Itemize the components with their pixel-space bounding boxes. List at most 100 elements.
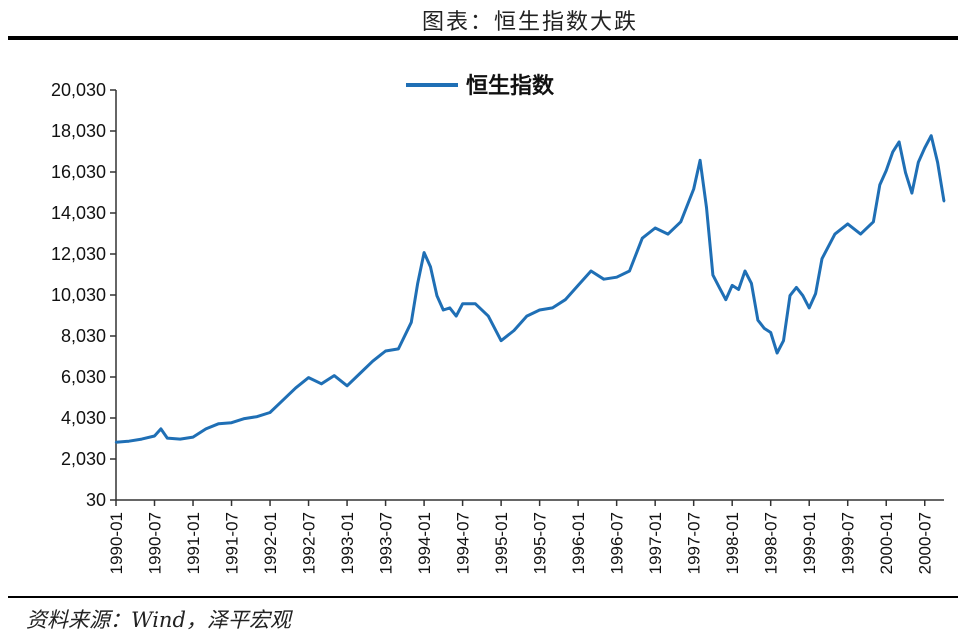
data-point bbox=[775, 351, 779, 355]
data-point bbox=[846, 222, 849, 226]
data-point bbox=[435, 294, 439, 297]
data-point bbox=[602, 278, 605, 281]
data-point bbox=[936, 161, 939, 164]
x-tick-label: 1994-01 bbox=[415, 512, 434, 574]
data-point bbox=[345, 384, 349, 387]
x-tick-label: 1997-01 bbox=[646, 512, 665, 574]
data-point bbox=[891, 150, 894, 154]
data-point bbox=[410, 321, 413, 324]
y-tick-label: 20,030 bbox=[51, 80, 106, 100]
data-point bbox=[179, 437, 182, 441]
data-point bbox=[564, 298, 567, 301]
data-point bbox=[654, 226, 657, 230]
data-point bbox=[538, 308, 541, 312]
x-tick-label: 1992-07 bbox=[300, 512, 319, 574]
data-point bbox=[429, 265, 432, 269]
data-point bbox=[718, 286, 721, 289]
x-tick-label: 1993-01 bbox=[338, 512, 357, 574]
data-point bbox=[705, 206, 708, 209]
data-point bbox=[872, 220, 875, 223]
y-tick-label: 18,030 bbox=[51, 121, 106, 141]
series-points bbox=[114, 134, 946, 444]
data-point bbox=[589, 269, 593, 273]
legend-label: 恒生指数 bbox=[466, 73, 555, 99]
y-tick-label: 10,030 bbox=[51, 285, 106, 305]
data-point bbox=[512, 329, 516, 332]
x-tick-label: 1999-07 bbox=[839, 512, 858, 574]
data-point bbox=[897, 140, 901, 144]
data-point bbox=[358, 372, 362, 375]
data-point bbox=[127, 440, 130, 443]
legend: 恒生指数 bbox=[406, 73, 555, 99]
data-point bbox=[885, 169, 888, 172]
data-point bbox=[256, 415, 259, 418]
data-point bbox=[756, 319, 760, 322]
data-point bbox=[159, 427, 163, 431]
x-tick-label: 1997-07 bbox=[685, 512, 704, 574]
data-point bbox=[166, 436, 169, 440]
source-note: 资料来源：Wind，泽平宏观 bbox=[26, 608, 291, 632]
data-point bbox=[801, 294, 804, 297]
x-tick-label: 1991-07 bbox=[223, 512, 242, 574]
data-point bbox=[679, 220, 682, 223]
data-point bbox=[628, 269, 631, 273]
chart-title: 图表：恒生指数大跌 bbox=[421, 10, 638, 35]
data-point bbox=[750, 282, 753, 285]
x-tick-label: 1999-01 bbox=[800, 512, 819, 574]
y-tick-label: 2,030 bbox=[61, 449, 106, 469]
data-point bbox=[904, 171, 907, 174]
data-point bbox=[551, 306, 554, 310]
data-point bbox=[930, 134, 933, 137]
x-tick-label: 2000-07 bbox=[916, 512, 935, 574]
x-tick-labels: 1990-01 1990-07 1991-01 1991-07 1992-01 1992-… bbox=[107, 500, 935, 574]
data-point bbox=[795, 286, 798, 289]
x-tick-label: 1996-07 bbox=[608, 512, 627, 574]
data-point bbox=[268, 411, 272, 414]
y-tick-label: 12,030 bbox=[51, 244, 106, 264]
data-point bbox=[698, 159, 702, 162]
data-point bbox=[878, 183, 881, 187]
data-point bbox=[114, 441, 118, 444]
y-tick-label: 30 bbox=[86, 490, 106, 510]
data-point bbox=[576, 284, 580, 287]
data-point bbox=[416, 282, 419, 285]
y-tick-label: 8,030 bbox=[61, 326, 106, 346]
data-point bbox=[307, 376, 310, 379]
data-point bbox=[833, 232, 837, 236]
x-tick-label: 1992-01 bbox=[261, 512, 280, 574]
data-point bbox=[711, 273, 715, 277]
data-point bbox=[782, 339, 785, 342]
data-point bbox=[371, 360, 374, 363]
data-point bbox=[217, 422, 220, 425]
y-tick-label: 14,030 bbox=[51, 203, 106, 223]
data-point bbox=[487, 314, 490, 318]
data-point bbox=[724, 298, 727, 301]
bottom-rule bbox=[8, 596, 958, 598]
data-point bbox=[442, 308, 445, 312]
data-point bbox=[153, 434, 156, 438]
y-tick-label: 6,030 bbox=[61, 367, 106, 387]
data-point bbox=[731, 284, 734, 287]
x-tick-label: 1993-07 bbox=[377, 512, 396, 574]
data-point bbox=[917, 161, 920, 164]
x-tick-label: 1998-01 bbox=[723, 512, 742, 574]
series-line-hsi bbox=[115, 134, 946, 444]
axes bbox=[115, 90, 944, 501]
data-point bbox=[788, 294, 792, 297]
data-point bbox=[455, 314, 458, 318]
data-point bbox=[140, 437, 143, 441]
data-point bbox=[859, 232, 862, 236]
data-point bbox=[737, 288, 740, 291]
x-tick-label: 1994-07 bbox=[454, 512, 473, 574]
data-point bbox=[474, 302, 477, 305]
data-point bbox=[525, 314, 528, 318]
data-point bbox=[333, 374, 336, 377]
data-point bbox=[615, 276, 618, 279]
x-tick-label: 1995-01 bbox=[492, 512, 511, 574]
data-point bbox=[763, 327, 766, 330]
data-point bbox=[448, 306, 451, 310]
data-point bbox=[923, 146, 926, 150]
x-tick-label: 1996-01 bbox=[569, 512, 588, 574]
data-point bbox=[808, 306, 811, 310]
data-point bbox=[397, 347, 400, 351]
